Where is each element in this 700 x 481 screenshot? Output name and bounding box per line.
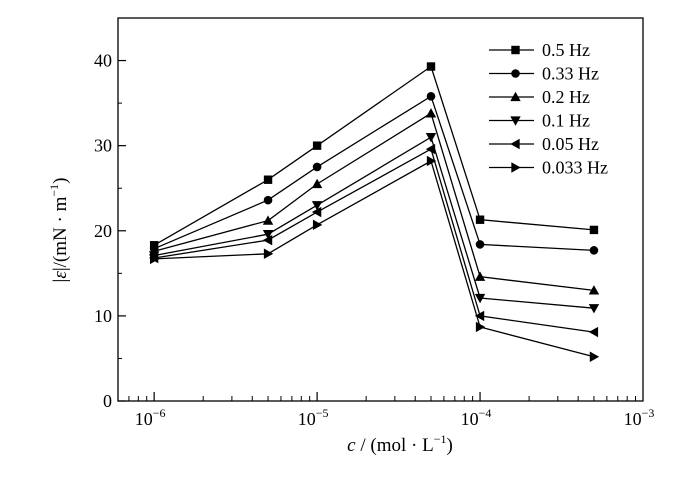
legend-marker [510,116,521,126]
y-axis-label-bar-close: | [50,267,71,271]
legend-marker [511,69,520,78]
y-axis-label-variable: ε [50,271,71,279]
data-point [475,321,486,333]
y-axis-label-close: ) [50,178,71,184]
x-tick-label-exponent: −6 [153,406,166,420]
y-axis-label: |ε|/(mN · m−1) [47,178,71,283]
data-point [474,271,486,281]
legend-label: 0.2 Hz [542,87,590,107]
x-tick-label-exponent: −3 [642,406,655,420]
data-point [589,225,599,235]
data-point [588,326,599,338]
series-5 [148,143,599,338]
data-point [263,195,273,205]
series-line [154,160,595,358]
x-axis-label-exponent: −1 [434,432,447,446]
series-line [154,136,594,309]
legend-marker [510,138,520,150]
x-tick-label: 10−3 [624,406,655,429]
legend-marker [510,91,521,102]
data-point [311,201,323,211]
data-point [149,253,160,265]
chart-series [148,62,600,362]
series-line [153,95,594,252]
x-tick-label-exponent: −4 [479,406,492,420]
data-point [425,143,436,155]
legend-entry: 0.5 Hz [489,40,590,60]
x-tick-label-base: 10 [461,409,479,429]
data-point [426,92,436,101]
series-line [153,65,594,246]
legend-marker [511,162,521,173]
series-4 [148,132,600,314]
y-tick-label: 10 [94,306,112,326]
x-axis-label: c / (mol · L−1) [347,432,453,456]
legend-label: 0.5 Hz [542,40,590,60]
data-point [475,215,485,224]
legend-label: 0.033 Hz [542,158,608,178]
data-point [475,240,485,249]
series-6 [149,155,600,362]
x-tick-label-base: 10 [135,409,153,429]
x-tick-label: 10−4 [461,406,492,429]
data-point [425,108,437,118]
data-point [312,141,322,150]
legend-marker [511,45,520,55]
y-tick-label: 0 [103,391,112,411]
series-2 [149,92,599,255]
legend-entry: 0.05 Hz [489,134,599,154]
series-3 [148,108,600,295]
x-tick-label-exponent: −5 [316,406,329,420]
data-point [474,293,486,304]
legend-label: 0.05 Hz [542,134,599,154]
data-point [589,246,599,255]
data-point [425,132,437,143]
series-line [154,112,594,292]
x-tick-label-base: 10 [624,409,642,429]
x-axis-label-unit: / (mol · L [356,435,434,456]
data-point [588,285,600,295]
data-point [263,248,274,259]
y-axis-label-bar-open: | [50,279,71,283]
data-point [312,219,323,231]
data-point [426,62,436,71]
series-line [154,148,594,333]
data-point [311,206,322,218]
y-tick-label: 40 [94,51,112,71]
y-tick-label: 20 [94,221,112,241]
data-point [474,310,485,322]
x-tick-label: 10−5 [298,406,329,429]
data-point [311,178,323,189]
data-point [589,351,600,362]
legend-entry: 0.1 Hz [489,111,590,131]
legend-label: 0.33 Hz [542,64,599,84]
y-axis-label-unit: /(mN · m [50,196,71,267]
data-point [262,215,274,225]
data-point [588,304,600,314]
x-tick-label-base: 10 [298,409,316,429]
data-point [312,162,322,172]
legend-label: 0.1 Hz [542,111,590,131]
plot-frame [117,17,644,402]
x-axis-label-close: ) [447,435,453,456]
legend-entry: 0.2 Hz [489,87,590,107]
data-point [262,230,274,240]
legend-entry: 0.33 Hz [489,64,599,84]
data-point [262,234,273,246]
x-axis-label-variable: c [347,435,356,456]
data-point [426,155,437,167]
chart-legend: 0.5 Hz 0.33 Hz 0.2 Hz 0.1 Hz 0.05 Hz 0.033 Hz [489,40,608,178]
y-axis-label-exponent: −1 [47,184,61,197]
x-tick-label: 10−6 [135,406,166,429]
legend-entry: 0.033 Hz [489,158,608,178]
data-point [263,175,273,184]
y-tick-label: 30 [94,136,112,156]
